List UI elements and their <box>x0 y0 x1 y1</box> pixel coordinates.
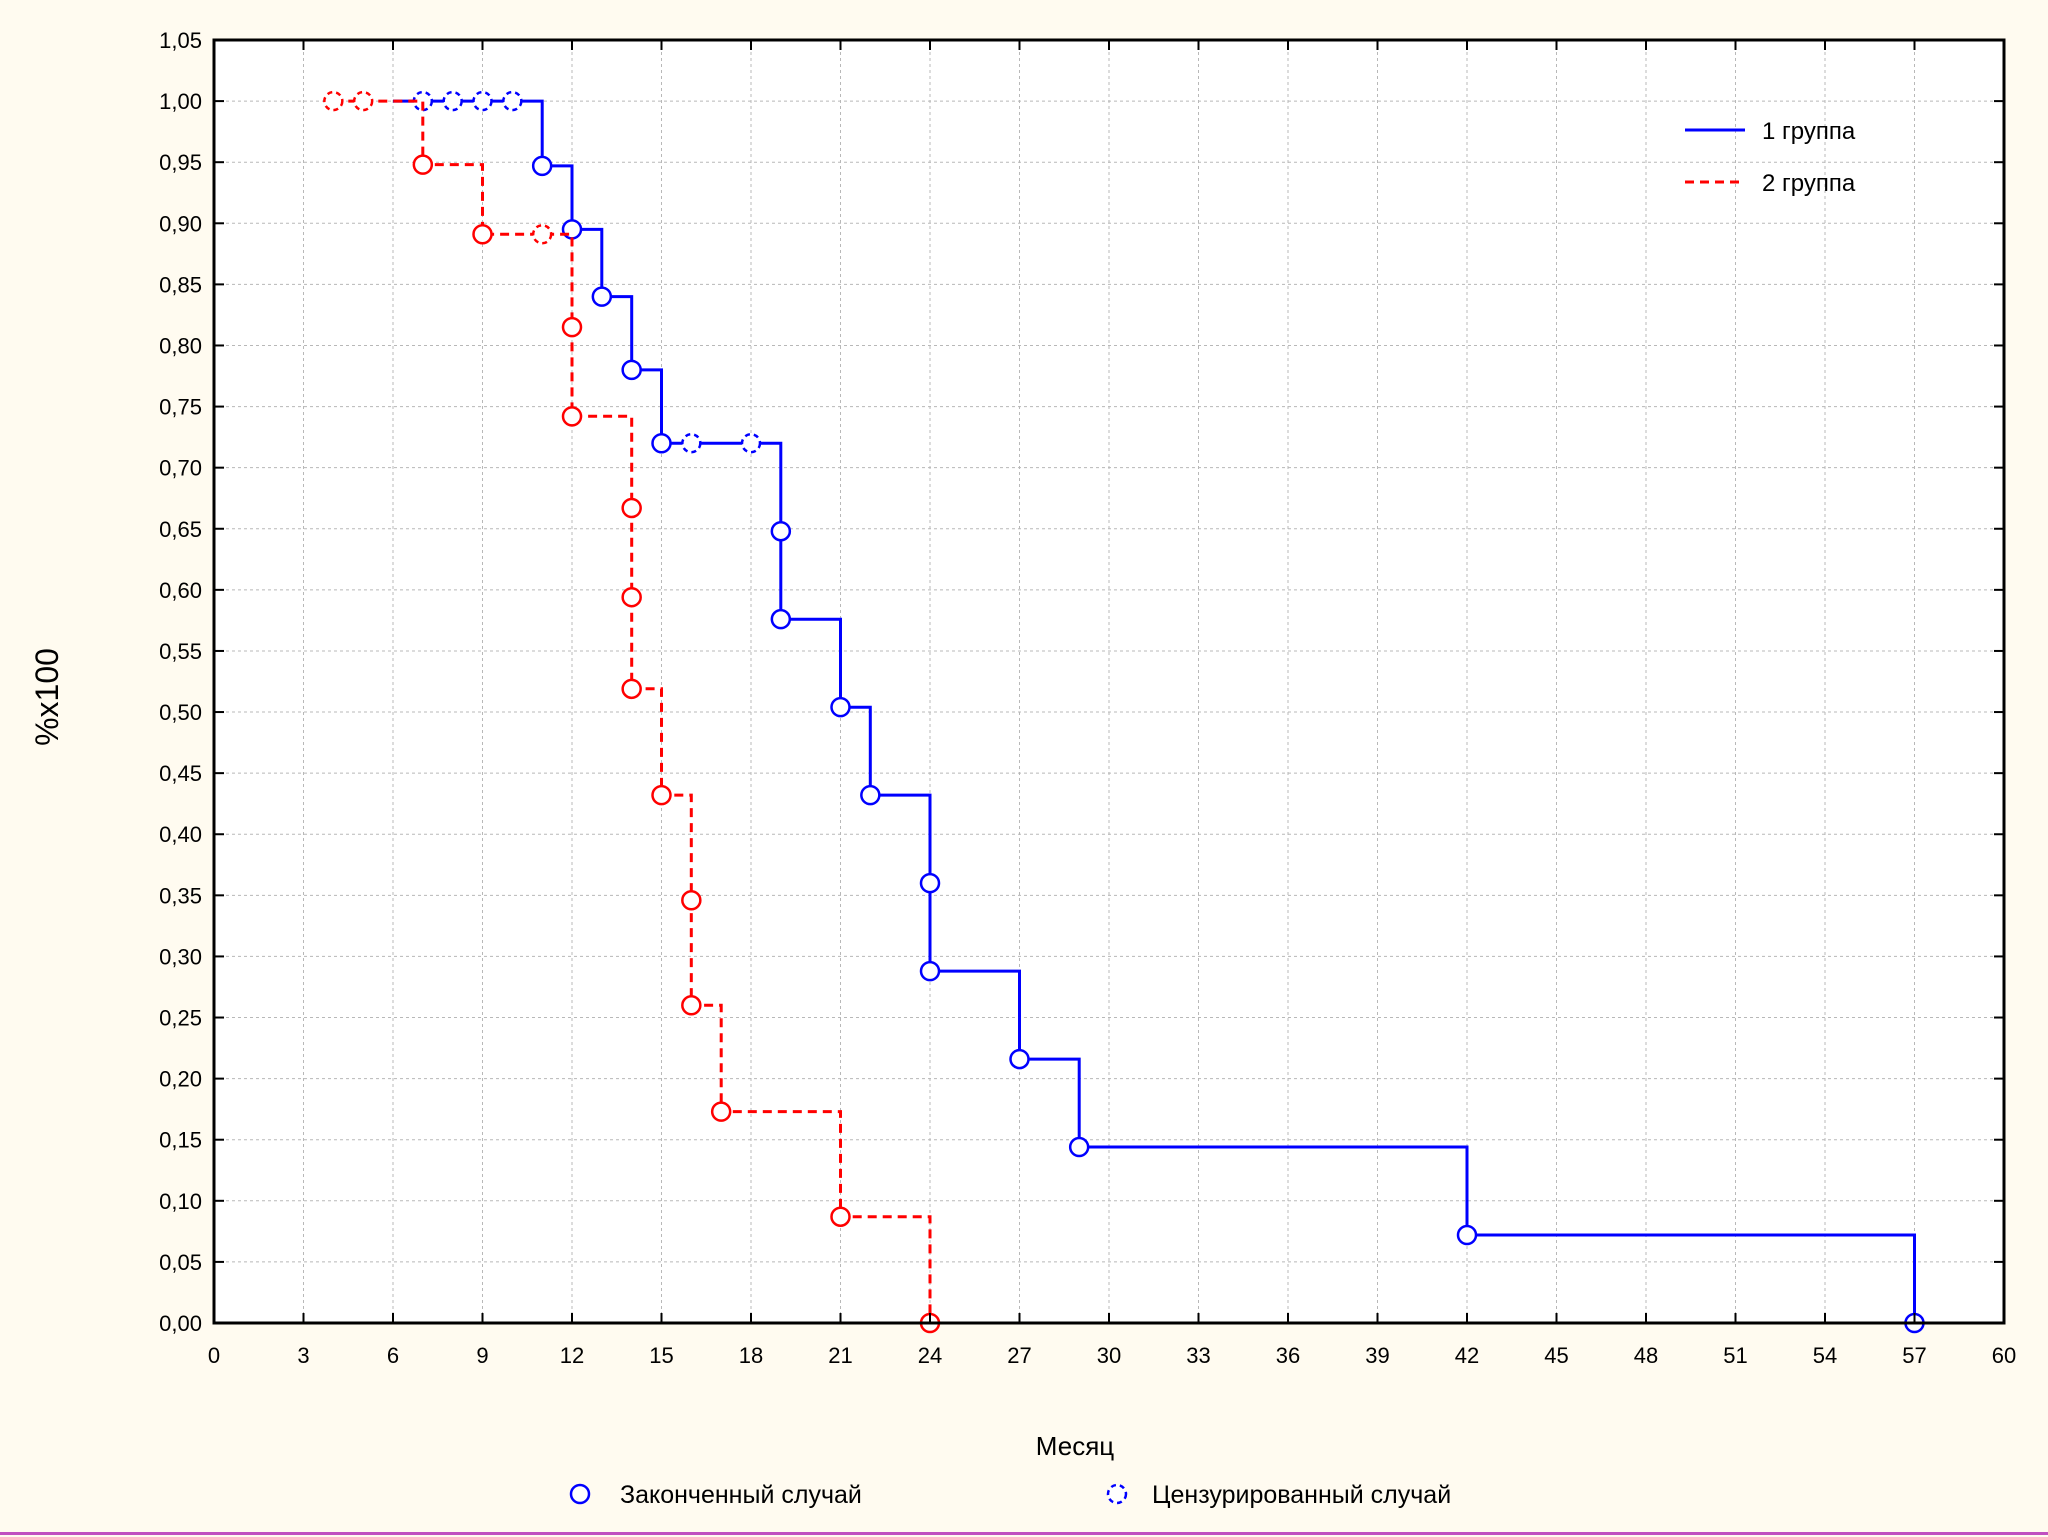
y-tick-label: 1,00 <box>159 89 202 114</box>
x-tick-label: 36 <box>1276 1343 1300 1368</box>
x-tick-label: 27 <box>1007 1343 1031 1368</box>
y-tick-label: 0,55 <box>159 639 202 664</box>
event-marker <box>770 520 792 542</box>
completed-case-label: Законченный случай <box>620 1481 862 1509</box>
event-marker <box>1456 1224 1478 1246</box>
y-tick-label: 0,60 <box>159 578 202 603</box>
censored-marker <box>323 90 344 112</box>
y-tick-label: 0,90 <box>159 211 202 236</box>
x-tick-label: 51 <box>1723 1343 1747 1368</box>
survival-curve-group-1 <box>393 99 1916 1323</box>
axis-ticks: 0,00 0,05 0,10 0,15 0,20 0,25 0,30 0,35 0,40 0,45… <box>159 28 2016 1368</box>
x-tick-label: 42 <box>1455 1343 1479 1368</box>
y-tick-label: 0,30 <box>159 944 202 969</box>
y-tick-label: 0,35 <box>159 883 202 908</box>
marker-legend: Законченный случай Цензурированный случа… <box>569 1481 1451 1509</box>
y-tick-label: 1,05 <box>159 28 202 53</box>
x-tick-label: 18 <box>739 1343 763 1368</box>
y-tick-label: 0,10 <box>159 1189 202 1214</box>
event-marker <box>919 960 941 982</box>
censored-marker <box>531 224 553 245</box>
y-tick-label: 0,75 <box>159 395 202 420</box>
y-tick-label: 0,25 <box>159 1006 202 1031</box>
event-marker <box>681 995 702 1016</box>
event-marker <box>621 678 642 700</box>
y-tick-label: 0,85 <box>159 272 202 297</box>
x-tick-label: 33 <box>1186 1343 1210 1368</box>
x-tick-label: 0 <box>208 1343 220 1368</box>
x-tick-label: 30 <box>1097 1343 1121 1368</box>
x-tick-label: 6 <box>387 1343 399 1368</box>
y-tick-label: 0,50 <box>159 700 202 725</box>
event-marker <box>830 696 851 718</box>
y-tick-label: 0,45 <box>159 761 202 786</box>
x-tick-label: 3 <box>297 1343 309 1368</box>
event-marker <box>830 1206 851 1227</box>
event-marker <box>531 155 553 177</box>
x-axis-label: Месяц <box>1036 1431 1114 1461</box>
x-tick-label: 45 <box>1544 1343 1568 1368</box>
event-marker <box>621 586 642 608</box>
x-tick-label: 24 <box>918 1343 942 1368</box>
event-marker <box>412 154 434 175</box>
event-marker <box>621 359 642 381</box>
event-marker <box>472 224 493 245</box>
grid-lines <box>214 40 2004 1323</box>
legend: 1 группа 2 группа <box>1685 118 1856 197</box>
event-marker <box>651 432 672 454</box>
y-tick-label: 0,20 <box>159 1067 202 1092</box>
event-marker <box>1009 1048 1030 1070</box>
y-tick-label: 0,70 <box>159 456 202 481</box>
event-marker <box>919 872 941 894</box>
event-marker <box>860 784 881 806</box>
censored-marker <box>472 90 493 112</box>
event-marker <box>561 406 583 427</box>
bottom-rule <box>0 1532 2048 1535</box>
completed-marker-icon <box>569 1483 591 1505</box>
event-marker <box>710 1101 732 1122</box>
x-tick-label: 60 <box>1992 1343 2016 1368</box>
x-tick-label: 54 <box>1813 1343 1837 1368</box>
y-axis-label: %x100 <box>29 648 65 746</box>
x-tick-label: 39 <box>1365 1343 1389 1368</box>
y-tick-label: 0,95 <box>159 150 202 175</box>
y-tick-label: 0,05 <box>159 1250 202 1275</box>
censored-marker <box>502 90 523 112</box>
y-tick-label: 0,65 <box>159 517 202 542</box>
event-marker <box>621 497 642 519</box>
censored-marker <box>740 432 762 454</box>
event-marker <box>561 316 583 338</box>
censored-marker <box>681 432 702 454</box>
y-tick-label: 0,00 <box>159 1311 202 1336</box>
censored-marker <box>442 90 463 112</box>
y-tick-label: 0,80 <box>159 333 202 358</box>
censored-case-label: Цензурированный случай <box>1152 1481 1451 1509</box>
legend-label-group-2: 2 группа <box>1762 170 1856 197</box>
event-marker <box>651 784 672 806</box>
y-tick-label: 0,40 <box>159 822 202 847</box>
x-tick-label: 57 <box>1902 1343 1926 1368</box>
event-marker <box>1068 1136 1090 1158</box>
series-layer <box>323 90 1925 1334</box>
event-marker <box>681 889 702 911</box>
x-tick-label: 12 <box>560 1343 584 1368</box>
x-tick-label: 48 <box>1634 1343 1658 1368</box>
y-tick-label: 0,15 <box>159 1128 202 1153</box>
event-marker <box>591 286 613 307</box>
x-tick-label: 21 <box>828 1343 852 1368</box>
event-marker <box>770 608 792 630</box>
censored-marker <box>352 90 374 112</box>
x-tick-label: 15 <box>649 1343 673 1368</box>
legend-label-group-1: 1 группа <box>1762 118 1856 145</box>
censored-marker-icon <box>1106 1483 1128 1505</box>
x-tick-label: 9 <box>476 1343 488 1368</box>
